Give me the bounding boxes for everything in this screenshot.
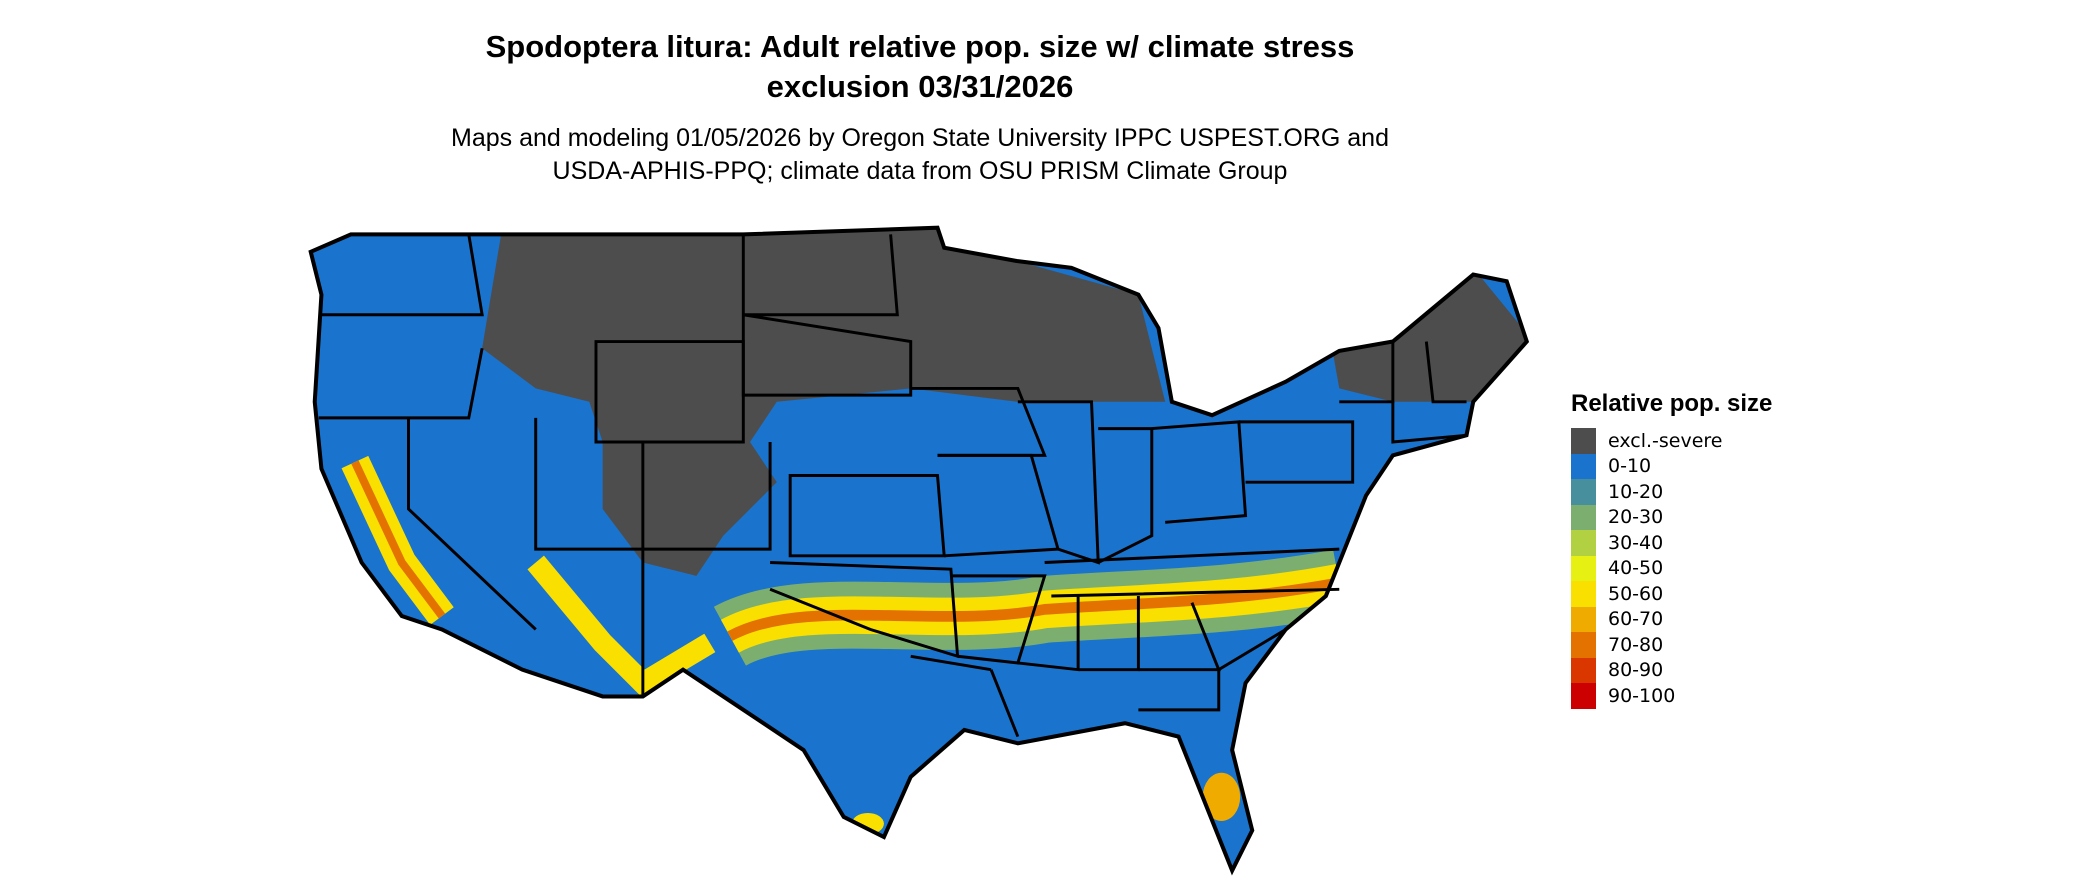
map-subtitle-line2: USDA-APHIS-PPQ; climate data from OSU PR… <box>552 157 1288 185</box>
legend-swatch <box>1571 530 1596 556</box>
legend-swatch <box>1571 453 1596 479</box>
map-fill <box>310 227 1527 871</box>
legend-swatch <box>1571 581 1596 607</box>
state-borders <box>318 234 1467 738</box>
map-subtitle-line1: Maps and modeling 01/05/2026 by Oregon S… <box>451 124 1389 152</box>
map-title-line1: Spodoptera litura: Adult relative pop. s… <box>485 29 1355 64</box>
legend-title: Relative pop. size <box>1571 390 1773 417</box>
legend-swatch <box>1571 479 1596 505</box>
legend-label: 50-60 <box>1608 582 1664 605</box>
legend-item: 60-70 <box>1571 606 1772 632</box>
legend-label: 30-40 <box>1608 531 1664 554</box>
band-70-80 <box>727 577 1341 641</box>
region-excluded-north <box>482 227 1166 442</box>
legend-item: 30-40 <box>1571 530 1772 556</box>
legend-swatch <box>1571 657 1596 683</box>
band-florida <box>1202 772 1241 821</box>
legend-label: 70-80 <box>1608 633 1664 656</box>
legend-item: 10-20 <box>1571 479 1772 505</box>
legend-label: excl.-severe <box>1608 429 1723 452</box>
legend-swatch <box>1571 632 1596 658</box>
legend-item: 80-90 <box>1571 657 1772 683</box>
region-excluded-northeast <box>1332 267 1527 402</box>
legend-label: 80-90 <box>1608 659 1664 682</box>
legend-item: 90-100 <box>1571 683 1772 709</box>
band-california-core <box>351 460 446 619</box>
legend-swatch <box>1571 606 1596 632</box>
legend-item: 20-30 <box>1571 504 1772 530</box>
legend-item: 50-60 <box>1571 581 1772 607</box>
legend-label: 60-70 <box>1608 608 1664 631</box>
legend-swatch <box>1571 428 1596 454</box>
legend-label: 40-50 <box>1608 557 1664 580</box>
legend-item: excl.-severe <box>1571 428 1772 454</box>
band-southwest <box>527 555 716 697</box>
legend-swatch <box>1571 555 1596 581</box>
legend-label: 20-30 <box>1608 506 1664 529</box>
legend-label: 0-10 <box>1608 455 1652 478</box>
legend-label: 10-20 <box>1608 480 1664 503</box>
region-excluded-rockies <box>602 441 777 576</box>
map-title-line2: exclusion 03/31/2026 <box>766 69 1074 104</box>
legend-item: 0-10 <box>1571 453 1772 479</box>
legend-item: 70-80 <box>1571 632 1772 658</box>
legend-swatch <box>1571 683 1596 709</box>
legend: Relative pop. size excl.-severe 0-10 10-20… <box>1571 390 1772 709</box>
legend-label: 90-100 <box>1608 684 1676 707</box>
legend-swatch <box>1571 504 1596 530</box>
legend-item: 40-50 <box>1571 555 1772 581</box>
